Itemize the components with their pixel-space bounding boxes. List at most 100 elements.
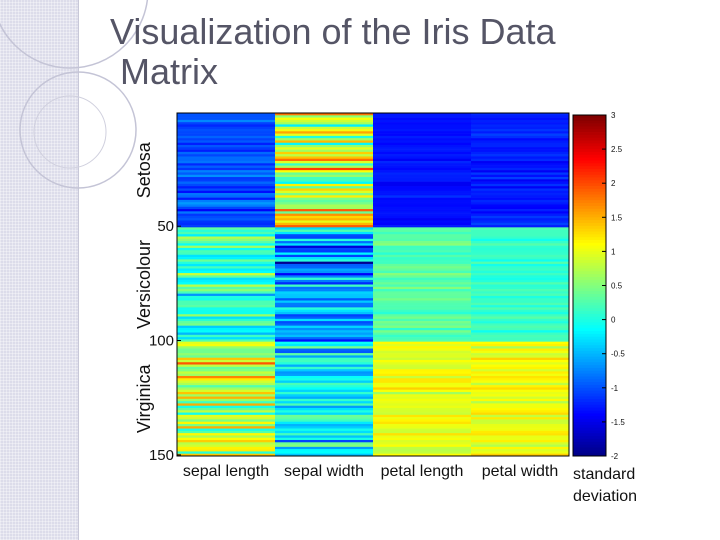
heat-cell xyxy=(275,394,374,397)
heat-cell xyxy=(471,273,570,276)
heat-cell xyxy=(177,451,276,455)
colorbar-swatch xyxy=(573,390,606,394)
row-tick-label: 50 xyxy=(157,218,174,235)
heat-cell xyxy=(471,433,570,436)
heat-cell xyxy=(177,364,276,368)
colorbar-swatch xyxy=(573,413,606,417)
heat-cell xyxy=(177,396,276,400)
heat-cell xyxy=(177,243,276,246)
heat-cell xyxy=(177,117,276,121)
heat-cell xyxy=(275,343,374,347)
heat-cell xyxy=(177,453,276,457)
heat-cell xyxy=(471,346,570,349)
heat-cell xyxy=(471,179,570,182)
heat-cell xyxy=(373,277,472,281)
heat-cell xyxy=(177,350,276,354)
colorbar-swatch xyxy=(573,276,606,281)
colorbar-swatch xyxy=(573,336,606,340)
colorbar-swatch xyxy=(573,220,606,224)
heat-cell xyxy=(373,341,472,345)
heat-cell xyxy=(373,309,472,313)
heat-cell xyxy=(177,295,276,299)
heat-cell xyxy=(471,430,570,434)
heat-cell xyxy=(373,375,472,379)
heat-cell xyxy=(275,163,374,166)
heat-cell xyxy=(471,325,570,329)
heatmap-cells xyxy=(177,113,570,457)
heat-cell xyxy=(471,343,570,347)
column-labels: sepal length sepal width petal length petal… xyxy=(183,463,558,480)
heat-cell xyxy=(471,355,570,358)
heat-cell xyxy=(275,250,374,253)
heat-cell xyxy=(275,437,374,441)
heat-cell xyxy=(275,133,374,137)
heat-cell xyxy=(373,202,472,205)
heat-cell xyxy=(373,259,472,262)
heat-cell xyxy=(177,442,276,445)
heat-cell xyxy=(275,359,374,363)
heat-cell xyxy=(275,145,374,148)
heat-cell xyxy=(373,449,472,452)
heat-cell xyxy=(471,156,570,160)
heat-cell xyxy=(471,142,570,146)
heat-cell xyxy=(373,247,472,251)
heat-cell xyxy=(275,197,374,201)
heat-cell xyxy=(275,202,374,205)
heat-cell xyxy=(177,145,276,148)
heat-cell xyxy=(275,220,374,224)
colorbar-swatch xyxy=(573,143,606,147)
colorbar-swatch xyxy=(573,168,606,173)
heat-cell xyxy=(373,193,472,196)
heat-cell xyxy=(471,261,570,265)
heat-cell xyxy=(471,231,570,235)
heat-cell xyxy=(275,323,374,326)
heat-cell xyxy=(471,382,570,386)
heat-cell xyxy=(177,410,276,413)
heat-cell xyxy=(373,268,472,272)
colorbar-swatch xyxy=(573,200,606,204)
heat-cell xyxy=(275,241,374,244)
colorbar-swatch xyxy=(573,308,606,312)
heat-cell xyxy=(275,357,374,361)
heat-cell xyxy=(177,247,276,251)
heat-cell xyxy=(373,380,472,384)
heat-cell xyxy=(177,405,276,409)
heat-cell xyxy=(373,439,472,443)
heat-cell xyxy=(471,263,570,267)
heat-cell xyxy=(373,119,472,123)
colorbar-swatch xyxy=(573,132,606,136)
heat-cell xyxy=(471,334,570,338)
heat-cell xyxy=(275,305,374,308)
heat-cell xyxy=(177,339,276,342)
heat-cell xyxy=(471,241,570,244)
colorbar-tick-label: 1.5 xyxy=(611,213,623,222)
colorbar-swatch xyxy=(573,259,606,264)
heat-cell xyxy=(177,346,276,349)
heat-cell xyxy=(177,300,276,304)
heat-cell xyxy=(177,321,276,324)
colorbar-swatch xyxy=(573,129,606,133)
heat-cell xyxy=(177,122,276,125)
heat-cell xyxy=(275,195,374,198)
heat-cell xyxy=(471,206,570,210)
heat-cell xyxy=(177,309,276,313)
heat-cell xyxy=(471,147,570,150)
heat-cell xyxy=(471,154,570,157)
heat-cell xyxy=(373,133,472,137)
heat-cell xyxy=(275,295,374,299)
heat-cell xyxy=(471,373,570,377)
heat-cell xyxy=(275,117,374,121)
colorbar-swatch xyxy=(573,180,606,184)
colorbar-swatch xyxy=(573,174,606,178)
heat-cell xyxy=(177,430,276,434)
heat-cell xyxy=(471,193,570,196)
heat-cell xyxy=(471,211,570,214)
heat-cell xyxy=(373,142,472,146)
colorbar-label-line-2: deviation xyxy=(573,488,637,505)
heat-cell xyxy=(177,428,276,432)
heat-cell xyxy=(373,339,472,342)
title-line-1: Visualization of the Iris Data xyxy=(110,11,556,52)
group-label: Setosa xyxy=(134,141,154,198)
heat-cell xyxy=(275,298,374,301)
colorbar-swatch xyxy=(573,237,606,241)
